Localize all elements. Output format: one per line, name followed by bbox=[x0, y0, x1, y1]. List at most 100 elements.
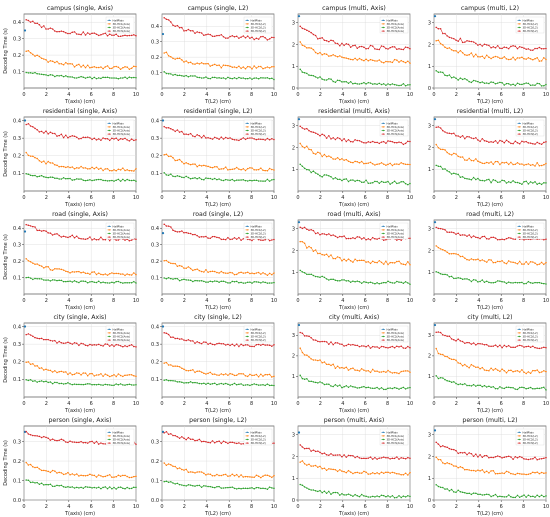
data-point bbox=[78, 138, 80, 140]
data-point bbox=[457, 40, 459, 42]
data-point bbox=[233, 345, 236, 347]
legend-label: 3D-HC3(L2) bbox=[523, 338, 538, 342]
data-point bbox=[363, 237, 365, 239]
data-point bbox=[328, 55, 330, 57]
data-point bbox=[187, 266, 190, 268]
data-point bbox=[47, 265, 49, 268]
data-point bbox=[198, 63, 201, 65]
data-point bbox=[299, 483, 301, 486]
data-point bbox=[367, 473, 370, 475]
tick-label-x: 2 bbox=[183, 195, 186, 201]
data-point bbox=[323, 490, 326, 493]
legend-marker bbox=[382, 126, 384, 128]
data-point bbox=[518, 455, 521, 458]
data-point bbox=[407, 387, 409, 389]
data-point bbox=[402, 282, 405, 285]
data-point bbox=[521, 386, 523, 388]
data-point bbox=[181, 338, 183, 340]
data-point bbox=[222, 77, 225, 79]
data-point bbox=[65, 342, 67, 344]
data-point bbox=[222, 179, 225, 182]
data-point bbox=[512, 56, 514, 59]
data-point bbox=[339, 158, 341, 161]
data-point bbox=[235, 166, 238, 169]
tick-label-x: 2 bbox=[45, 504, 48, 510]
data-point bbox=[360, 160, 363, 163]
data-point bbox=[358, 457, 361, 459]
data-point bbox=[306, 29, 308, 31]
data-point bbox=[167, 55, 170, 57]
tick-label-x: 10 bbox=[133, 401, 139, 407]
data-point bbox=[472, 469, 475, 472]
data-point bbox=[260, 239, 262, 241]
data-point bbox=[503, 238, 506, 241]
data-point bbox=[345, 237, 348, 240]
data-point bbox=[183, 232, 185, 234]
data-point bbox=[477, 366, 479, 368]
data-point bbox=[488, 369, 490, 372]
legend-marker bbox=[108, 133, 110, 135]
data-point bbox=[29, 363, 32, 366]
data-point bbox=[257, 384, 260, 386]
tick-label-x: 10 bbox=[543, 298, 549, 304]
data-point bbox=[253, 179, 255, 182]
data-point bbox=[67, 165, 69, 168]
data-point bbox=[40, 73, 43, 76]
data-point bbox=[209, 237, 212, 240]
legend-label: 3D-HC2(L2) bbox=[251, 232, 266, 236]
data-point bbox=[459, 451, 462, 454]
data-point bbox=[86, 136, 89, 138]
data-point bbox=[165, 430, 168, 433]
data-point bbox=[343, 178, 345, 181]
data-point bbox=[435, 270, 437, 273]
data-point bbox=[468, 157, 470, 160]
data-point bbox=[194, 135, 196, 138]
data-point bbox=[178, 57, 181, 60]
data-point bbox=[111, 34, 113, 36]
data-point bbox=[117, 139, 120, 142]
data-point bbox=[521, 83, 523, 86]
data-point bbox=[95, 384, 98, 386]
data-point bbox=[233, 374, 236, 377]
data-point bbox=[360, 345, 363, 347]
data-point bbox=[264, 169, 266, 172]
data-point bbox=[260, 77, 262, 79]
data-point bbox=[222, 343, 225, 345]
data-point bbox=[220, 66, 223, 69]
data-point bbox=[119, 374, 122, 377]
data-point bbox=[321, 453, 323, 455]
data-point bbox=[111, 384, 113, 387]
legend-label: 3D-HC2(Axis) bbox=[387, 232, 404, 236]
data-point bbox=[334, 55, 337, 57]
data-point bbox=[185, 279, 187, 281]
data-point bbox=[529, 472, 532, 475]
data-point bbox=[273, 78, 275, 81]
data-point bbox=[525, 388, 527, 390]
data-point bbox=[231, 272, 234, 274]
data-point bbox=[203, 372, 205, 375]
data-point bbox=[516, 161, 519, 164]
data-point bbox=[501, 346, 503, 349]
data-point bbox=[264, 37, 266, 39]
data-point bbox=[36, 22, 38, 25]
data-point bbox=[363, 142, 365, 144]
data-point bbox=[481, 81, 484, 83]
data-point bbox=[51, 176, 54, 178]
subplot-title: person (multi, L2) bbox=[462, 417, 517, 424]
data-point bbox=[84, 34, 87, 36]
data-point bbox=[253, 345, 255, 348]
data-point bbox=[481, 469, 484, 471]
data-point bbox=[176, 159, 179, 161]
data-point bbox=[49, 232, 52, 234]
data-point bbox=[448, 47, 451, 49]
data-point bbox=[111, 281, 113, 283]
data-point bbox=[86, 442, 89, 444]
data-point bbox=[78, 76, 80, 79]
data-point bbox=[488, 281, 490, 284]
data-point bbox=[492, 369, 495, 371]
data-point bbox=[398, 260, 400, 262]
data-point bbox=[499, 370, 501, 373]
data-point bbox=[198, 269, 201, 272]
data-point bbox=[170, 73, 172, 75]
data-point bbox=[82, 64, 85, 67]
